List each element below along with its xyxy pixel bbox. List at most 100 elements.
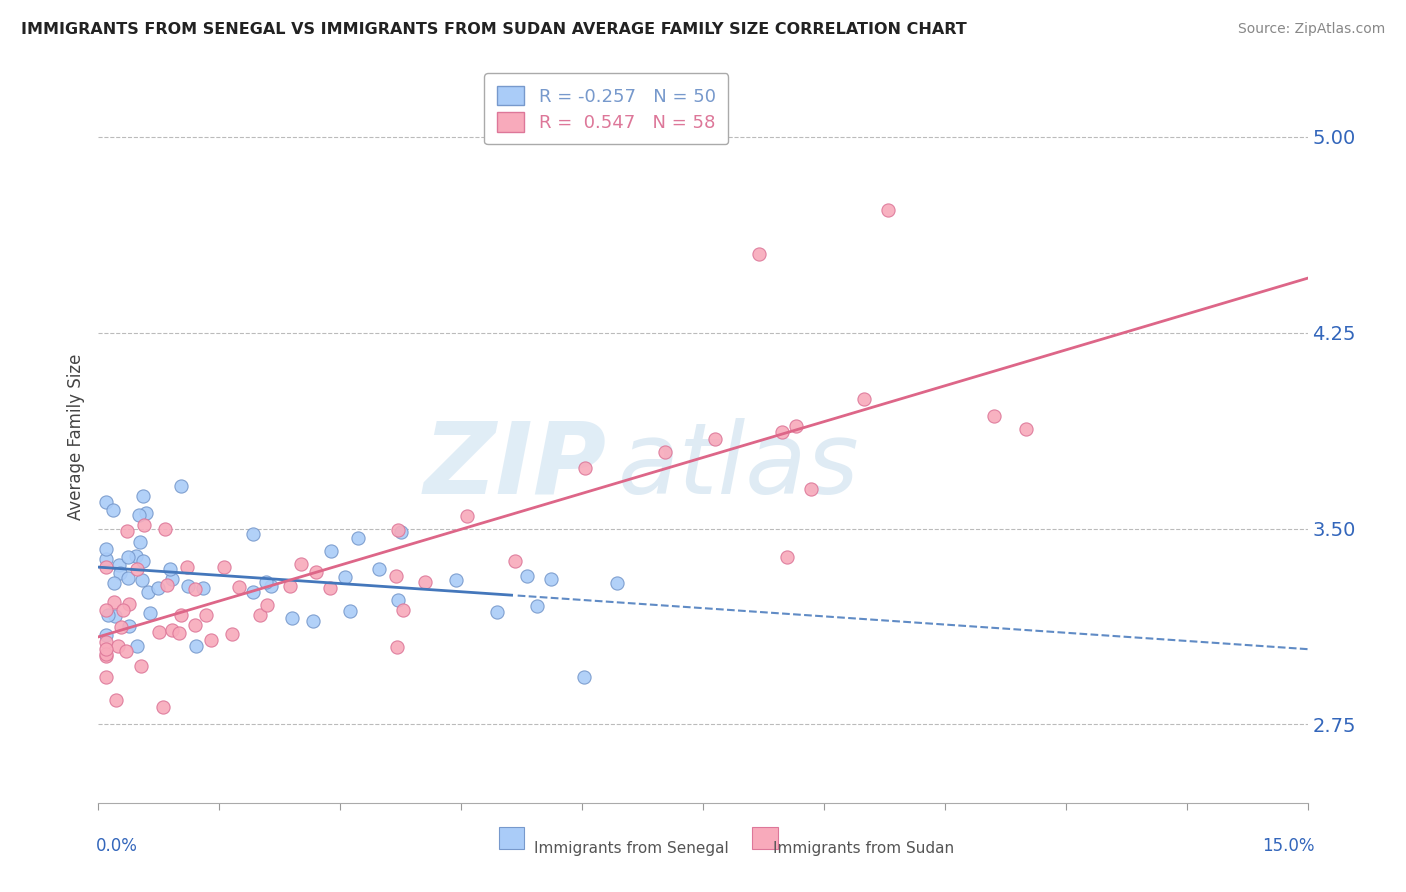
Point [385, 640, 408, 654]
Point [574, 670, 596, 684]
Point [97, 607, 120, 622]
Point [280, 579, 302, 593]
Point [103, 595, 125, 609]
Point [129, 658, 152, 673]
Point [104, 608, 127, 623]
Point [413, 575, 436, 590]
Point [389, 525, 412, 540]
Point [134, 517, 156, 532]
Point [184, 640, 207, 654]
Point [96, 628, 118, 642]
Point [96, 670, 118, 684]
Point [153, 522, 176, 536]
Point [103, 503, 125, 517]
Point [776, 550, 799, 565]
Point [146, 581, 169, 595]
Bar [752, 827, 778, 849]
Point [156, 578, 179, 592]
Point [200, 632, 222, 647]
Point [505, 554, 527, 568]
Point [170, 479, 193, 493]
Point [96, 541, 118, 556]
Point [118, 619, 141, 633]
Point [221, 627, 243, 641]
Point [96, 552, 118, 566]
Point [110, 566, 132, 581]
Point [107, 639, 129, 653]
Point [170, 608, 193, 623]
Point [96, 641, 118, 656]
Point [132, 554, 155, 568]
Point [877, 202, 900, 217]
Text: Source: ZipAtlas.com: Source: ZipAtlas.com [1237, 22, 1385, 37]
Point [96, 495, 118, 509]
Point [96, 648, 118, 663]
Point [281, 611, 304, 625]
Point [96, 647, 118, 661]
Point [387, 592, 409, 607]
Point [1015, 422, 1038, 436]
Point [319, 581, 342, 595]
Point [212, 560, 235, 574]
Point [333, 570, 356, 584]
Point [654, 445, 676, 459]
Point [115, 644, 138, 658]
Point [983, 409, 1005, 423]
Point [526, 599, 548, 614]
Point [96, 560, 118, 574]
Text: IMMIGRANTS FROM SENEGAL VS IMMIGRANTS FROM SUDAN AVERAGE FAMILY SIZE CORRELATION: IMMIGRANTS FROM SENEGAL VS IMMIGRANTS FR… [21, 22, 967, 37]
Point [785, 418, 807, 433]
Point [290, 557, 312, 571]
Point [167, 625, 190, 640]
Point [136, 585, 159, 599]
Point [339, 604, 361, 618]
Text: 0.0%: 0.0% [96, 837, 138, 855]
Point [748, 247, 770, 261]
Point [115, 524, 138, 538]
Text: 15.0%: 15.0% [1263, 837, 1315, 855]
Point [117, 597, 139, 611]
Point [301, 614, 323, 628]
Point [485, 605, 508, 619]
Point [127, 562, 149, 576]
Point [444, 574, 467, 588]
Text: Immigrants from Sudan: Immigrants from Sudan [773, 841, 955, 856]
Point [160, 623, 183, 637]
Text: Immigrants from Senegal: Immigrants from Senegal [534, 841, 730, 856]
Point [606, 576, 628, 591]
Point [385, 569, 408, 583]
Point [540, 572, 562, 586]
Point [319, 544, 342, 558]
Point [516, 569, 538, 583]
Point [107, 558, 129, 573]
Point [387, 523, 409, 537]
Point [112, 602, 135, 616]
Point [103, 576, 125, 591]
Point [184, 582, 207, 597]
Point [110, 620, 132, 634]
Point [800, 482, 823, 496]
Point [96, 635, 118, 649]
Point [242, 585, 264, 599]
Point [249, 608, 271, 623]
Point [124, 549, 146, 563]
Legend: R = -0.257   N = 50, R =  0.547   N = 58: R = -0.257 N = 50, R = 0.547 N = 58 [484, 73, 728, 145]
Point [160, 572, 183, 586]
Point [96, 602, 118, 616]
Point [127, 639, 149, 653]
Point [256, 599, 278, 613]
Point [177, 579, 200, 593]
Point [117, 550, 139, 565]
Point [159, 562, 181, 576]
Point [117, 571, 139, 585]
Point [128, 508, 150, 522]
Point [242, 526, 264, 541]
Point [574, 461, 596, 475]
Point [176, 559, 198, 574]
Point [852, 392, 875, 406]
Text: atlas: atlas [619, 417, 860, 515]
Point [456, 508, 478, 523]
Point [131, 573, 153, 587]
Point [367, 562, 389, 576]
Point [135, 506, 157, 520]
